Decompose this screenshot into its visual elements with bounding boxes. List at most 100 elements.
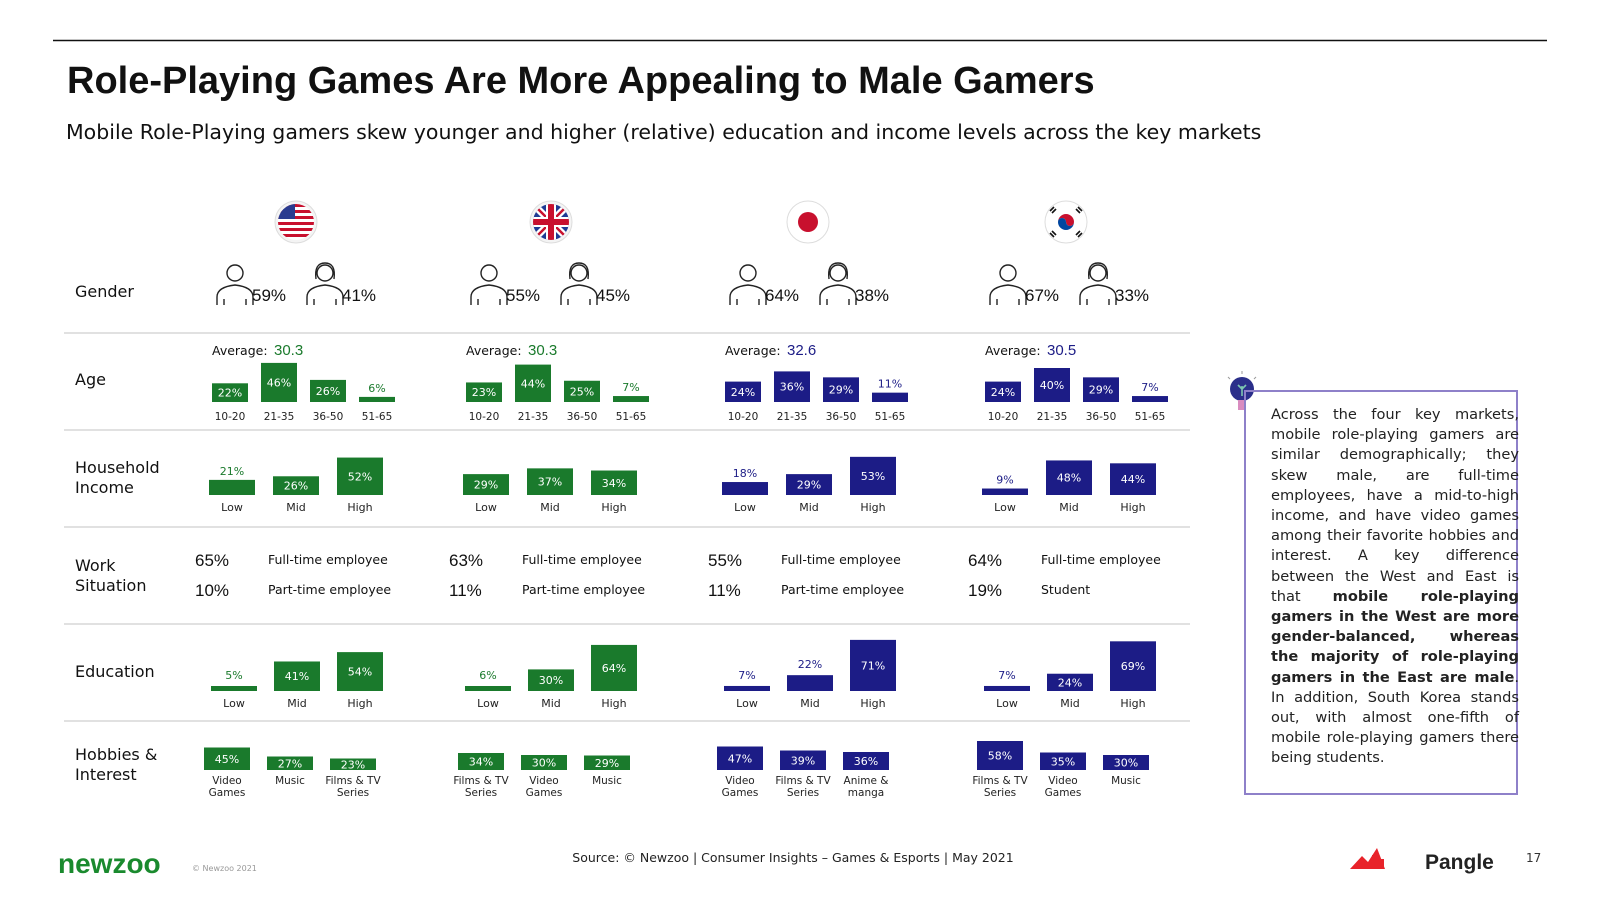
income-value-label: 21%	[220, 465, 244, 478]
uk-flag-icon	[529, 200, 573, 244]
age-value-label: 25%	[570, 385, 594, 398]
insight-box	[1244, 390, 1518, 795]
female-icon	[560, 262, 598, 305]
hobby-bar	[977, 741, 1023, 770]
education-category-label: Mid	[541, 697, 561, 710]
education-value-label: 54%	[348, 666, 372, 679]
gender-male-pct: 64%	[765, 286, 799, 305]
education-category-label: Mid	[800, 697, 820, 710]
hobby-category-label: Video	[1048, 775, 1077, 787]
insight-text: Across the four key markets, mobile role…	[1271, 405, 1519, 769]
hobby-category-label: Games	[722, 787, 759, 799]
average-label: Average:	[466, 343, 522, 358]
hobby-bar	[330, 758, 376, 770]
age-category-label: 51-65	[616, 411, 647, 423]
education-category-label: High	[347, 697, 372, 710]
hobby-value-label: 34%	[469, 756, 493, 769]
work-label: Full-time employee	[522, 552, 642, 567]
income-bar	[337, 457, 383, 495]
income-category-label: High	[860, 501, 885, 514]
female-icon	[819, 262, 857, 305]
income-category-label: Mid	[286, 501, 306, 514]
hobby-value-label: 35%	[1051, 755, 1075, 768]
work-label: Student	[1041, 582, 1090, 597]
age-value-label: 7%	[622, 381, 639, 394]
hobby-category-label: Games	[526, 787, 563, 799]
income-category-label: High	[601, 501, 626, 514]
hobby-value-label: 30%	[532, 757, 556, 770]
education-bar	[337, 652, 383, 691]
gender-female-pct: 33%	[1115, 286, 1149, 305]
male-icon	[216, 264, 254, 305]
male-icon	[729, 264, 767, 305]
income-bar	[463, 474, 509, 495]
education-category-label: Low	[996, 697, 1018, 710]
average-label: Average:	[985, 343, 1041, 358]
income-bar	[850, 456, 896, 495]
hobby-bar	[843, 752, 889, 770]
hobby-category-label: Video	[725, 775, 754, 787]
age-category-label: 36-50	[1086, 411, 1117, 423]
insight-text-bold: mobile role-playing gamers in the West a…	[1271, 587, 1520, 686]
lightbulb-icon	[1227, 371, 1257, 410]
education-value-label: 69%	[1121, 660, 1145, 673]
income-category-label: Low	[221, 501, 243, 514]
education-value-label: 24%	[1058, 676, 1082, 689]
age-category-label: 21-35	[777, 411, 808, 423]
income-bar	[1046, 460, 1092, 495]
income-category-label: Low	[475, 501, 497, 514]
male-icon	[989, 264, 1027, 305]
work-pct: 55%	[708, 551, 742, 570]
newzoo-logo: newzoo	[58, 848, 161, 879]
hobby-category-label: Games	[1045, 787, 1082, 799]
gender-female-pct: 45%	[596, 286, 630, 305]
income-value-label: 53%	[861, 470, 885, 483]
education-bar	[850, 639, 896, 691]
hobby-value-label: 36%	[854, 755, 878, 768]
age-bar	[725, 381, 761, 402]
income-category-label: High	[347, 501, 372, 514]
japan-flag-icon	[786, 200, 830, 244]
education-value-label: 71%	[861, 659, 885, 672]
income-category-label: Low	[994, 501, 1016, 514]
age-average-value: 30.5	[1047, 342, 1076, 359]
age-value-label: 24%	[991, 386, 1015, 399]
education-bar	[591, 644, 637, 691]
hobby-category-label: Series	[337, 787, 369, 799]
gender-female-pct: 41%	[342, 286, 376, 305]
education-category-label: Low	[736, 697, 758, 710]
row-label-age: Age	[75, 370, 106, 389]
pangle-logo-icon	[1350, 848, 1385, 869]
female-icon	[306, 262, 344, 305]
row-dividers	[64, 332, 1190, 722]
age-value-label: 29%	[1089, 384, 1113, 397]
education-value-label: 6%	[479, 669, 496, 682]
hobby-category-label: Games	[209, 787, 246, 799]
age-category-label: 10-20	[728, 411, 759, 423]
age-category-label: 36-50	[826, 411, 857, 423]
hobby-category-label: Anime &	[844, 775, 889, 787]
south-korea-flag-icon	[1044, 200, 1088, 244]
income-category-label: Low	[734, 501, 756, 514]
age-bar	[1034, 368, 1070, 402]
hobby-category-label: manga	[848, 787, 884, 799]
education-value-label: 7%	[998, 669, 1015, 682]
income-bar	[591, 470, 637, 495]
education-value-label: 22%	[798, 658, 822, 671]
work-pct: 19%	[968, 581, 1002, 600]
source-text: Source: © Newzoo | Consumer Insights – G…	[572, 850, 1013, 865]
income-bar	[722, 482, 768, 495]
work-label: Part-time employee	[268, 582, 391, 597]
age-category-label: 10-20	[988, 411, 1019, 423]
income-value-label: 26%	[284, 480, 308, 493]
hobby-category-label: Films & TV	[453, 775, 509, 787]
education-bar	[211, 686, 257, 691]
education-bar	[724, 685, 770, 691]
education-category-label: High	[601, 697, 626, 710]
hobby-value-label: 45%	[215, 753, 239, 766]
age-bar	[359, 396, 395, 402]
hobby-bar	[1103, 755, 1149, 770]
insight-text-part2: . In addition, South Korea stands out, w…	[1271, 668, 1519, 767]
income-bar	[209, 479, 255, 495]
hobby-value-label: 30%	[1114, 757, 1138, 770]
